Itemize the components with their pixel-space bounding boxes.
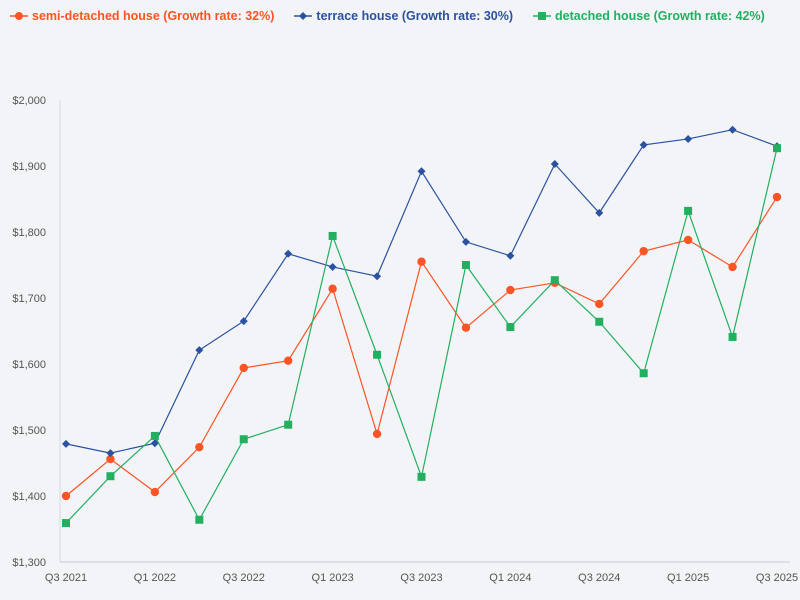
- legend: semi-detached house (Growth rate: 32%) t…: [10, 9, 765, 23]
- data-point: [506, 323, 515, 332]
- series-line-0: [65, 196, 778, 497]
- data-point: [195, 346, 204, 355]
- data-point: [239, 317, 248, 326]
- data-point: [639, 246, 648, 256]
- data-point: [239, 435, 248, 444]
- data-point: [150, 487, 160, 497]
- data-point: [417, 167, 426, 176]
- data-point: [284, 249, 293, 258]
- data-point: [283, 356, 293, 365]
- data-point: [106, 454, 115, 464]
- data-point: [284, 420, 293, 429]
- x-tick-label: Q3 2023: [400, 572, 442, 584]
- y-tick-label: $1,900: [12, 161, 46, 173]
- x-tick-label: Q3 2024: [578, 572, 620, 584]
- data-point: [728, 125, 737, 134]
- data-point: [639, 140, 648, 149]
- y-tick-label: $2,000: [12, 95, 46, 107]
- legend-label: semi-detached house (Growth rate: 32%): [32, 9, 275, 23]
- data-point: [461, 261, 470, 269]
- data-point: [684, 134, 693, 143]
- data-point: [461, 237, 470, 246]
- data-point: [328, 231, 337, 240]
- legend-label: terrace house (Growth rate: 30%): [316, 9, 514, 23]
- data-point: [195, 515, 204, 524]
- data-point: [239, 363, 248, 373]
- legend-label: detached house (Growth rate: 42%): [555, 9, 765, 23]
- data-point: [639, 369, 648, 378]
- y-tick-label: $1,500: [12, 425, 46, 437]
- x-tick-label: Q3 2021: [45, 572, 87, 584]
- data-point: [683, 235, 693, 245]
- data-point: [728, 262, 737, 272]
- data-point: [417, 472, 426, 481]
- y-tick-label: $1,400: [12, 491, 46, 503]
- data-point: [106, 449, 115, 458]
- data-point: [195, 442, 204, 452]
- x-tick-label: Q3 2025: [756, 572, 798, 584]
- legend-marker-square-icon: [533, 12, 552, 20]
- legend-item-2[interactable]: detached house (Growth rate: 42%): [533, 9, 765, 23]
- x-tick-label: Q1 2022: [134, 572, 176, 584]
- data-point: [772, 192, 782, 202]
- x-tick-label: Q1 2024: [489, 572, 531, 584]
- data-point: [773, 144, 781, 153]
- data-point: [728, 332, 737, 341]
- x-tick-label: Q1 2023: [312, 572, 354, 584]
- data-point: [506, 285, 515, 295]
- legend-marker-circle-icon: [10, 12, 28, 20]
- data-point: [328, 262, 337, 271]
- data-point: [417, 257, 426, 266]
- data-point: [373, 350, 382, 359]
- y-tick-label: $1,700: [12, 293, 46, 305]
- data-point: [62, 439, 70, 448]
- legend-item-0[interactable]: semi-detached house (Growth rate: 32%): [10, 9, 274, 23]
- y-tick-label: $1,300: [12, 557, 46, 569]
- y-tick-label: $1,800: [12, 227, 46, 239]
- data-point: [150, 431, 159, 440]
- data-point: [550, 276, 559, 285]
- data-point: [550, 160, 559, 169]
- data-point: [373, 272, 382, 281]
- series-line-1: [65, 129, 778, 454]
- y-tick-label: $1,600: [12, 359, 46, 371]
- data-point: [595, 208, 604, 217]
- data-point: [62, 519, 70, 528]
- data-point: [61, 491, 71, 501]
- data-point: [150, 439, 159, 448]
- legend-marker-diamond-icon: [294, 12, 313, 20]
- legend-item-1[interactable]: terrace house (Growth rate: 30%): [294, 9, 513, 23]
- data-point: [595, 299, 604, 309]
- x-tick-label: Q3 2022: [223, 572, 265, 584]
- data-point: [106, 472, 115, 481]
- data-point: [506, 251, 515, 260]
- x-tick-label: Q1 2025: [667, 572, 709, 584]
- data-point: [328, 284, 337, 293]
- series-line-2: [65, 148, 778, 524]
- data-point: [461, 323, 471, 332]
- data-point: [684, 206, 693, 215]
- data-point: [372, 429, 382, 439]
- data-point: [595, 317, 604, 326]
